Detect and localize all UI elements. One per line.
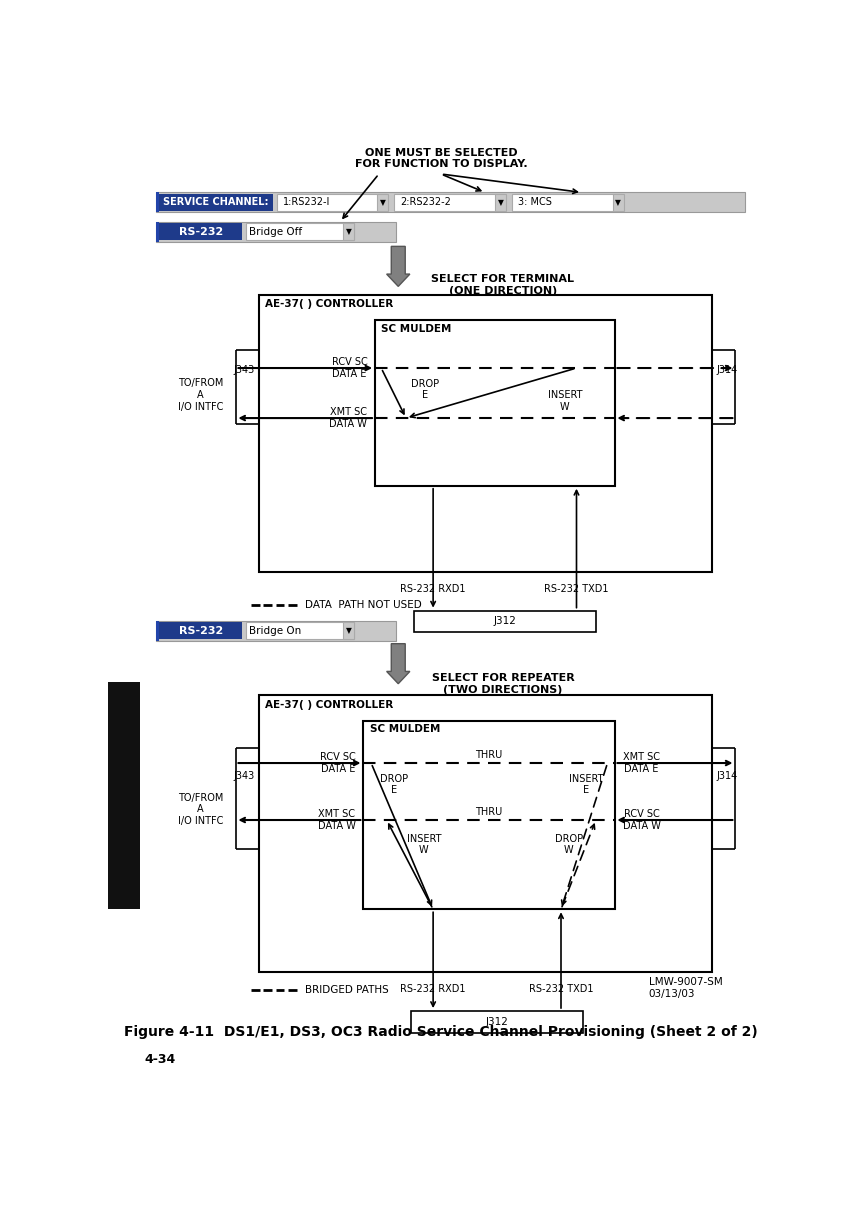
Text: ▼: ▼: [498, 198, 504, 207]
Text: RS-232 RXD1: RS-232 RXD1: [400, 584, 466, 595]
Text: RS-232 TXD1: RS-232 TXD1: [529, 984, 593, 995]
Text: SC MULDEM: SC MULDEM: [369, 724, 440, 734]
Bar: [259, 696, 712, 972]
Text: ▼: ▼: [380, 198, 386, 207]
Text: RS-232: RS-232: [178, 626, 223, 636]
Bar: [158, 223, 243, 240]
Bar: [158, 622, 243, 639]
Text: J343: J343: [233, 771, 255, 781]
Text: DROP
W: DROP W: [554, 833, 583, 855]
Text: SC MULDEM: SC MULDEM: [381, 323, 451, 334]
Bar: [363, 721, 616, 909]
Text: RS-232 TXD1: RS-232 TXD1: [544, 584, 609, 595]
Text: J343: J343: [233, 365, 255, 375]
Bar: [156, 621, 158, 640]
Bar: [344, 622, 354, 639]
Text: XMT SC
DATA W: XMT SC DATA W: [318, 809, 356, 831]
Text: THRU: THRU: [475, 750, 503, 760]
Bar: [245, 622, 354, 639]
Text: DATA  PATH NOT USED: DATA PATH NOT USED: [306, 601, 422, 610]
Text: J312: J312: [493, 616, 517, 626]
Text: DROP
E: DROP E: [412, 379, 439, 400]
Bar: [156, 621, 396, 640]
Text: 1:RS232-I: 1:RS232-I: [282, 198, 330, 207]
Text: SELECT FOR TERMINAL
(ONE DIRECTION): SELECT FOR TERMINAL (ONE DIRECTION): [431, 274, 574, 295]
Bar: [156, 222, 396, 241]
Text: LMW-9007-SM
03/13/03: LMW-9007-SM 03/13/03: [648, 977, 722, 999]
Bar: [394, 194, 505, 211]
Text: 2:RS232-2: 2:RS232-2: [400, 198, 451, 207]
Bar: [259, 295, 712, 572]
Bar: [276, 194, 387, 211]
Text: RCV SC
DATA E: RCV SC DATA E: [331, 357, 368, 379]
Text: J314: J314: [716, 771, 737, 781]
Bar: [108, 683, 140, 909]
Bar: [377, 194, 388, 211]
Text: RCV SC
DATA E: RCV SC DATA E: [320, 753, 356, 774]
Text: ▼: ▼: [346, 227, 351, 236]
Bar: [412, 1011, 583, 1032]
Bar: [495, 194, 506, 211]
Text: J312: J312: [486, 1017, 509, 1026]
Text: AE-37( ) CONTROLLER: AE-37( ) CONTROLLER: [265, 699, 393, 709]
Text: ▼: ▼: [616, 198, 622, 207]
Text: Figure 4-11  DS1/E1, DS3, OC3 Radio Service Channel Provisioning (Sheet 2 of 2): Figure 4-11 DS1/E1, DS3, OC3 Radio Servi…: [124, 1025, 758, 1038]
Text: AE-37( ) CONTROLLER: AE-37( ) CONTROLLER: [265, 299, 393, 309]
Text: XMT SC
DATA E: XMT SC DATA E: [623, 753, 660, 774]
Text: RCV SC
DATA W: RCV SC DATA W: [623, 809, 661, 831]
Bar: [156, 193, 158, 212]
Text: SELECT FOR REPEATER
(TWO DIRECTIONS): SELECT FOR REPEATER (TWO DIRECTIONS): [431, 673, 574, 695]
Text: THRU: THRU: [475, 807, 503, 816]
Bar: [613, 194, 623, 211]
Text: SERVICE CHANNEL:: SERVICE CHANNEL:: [164, 198, 269, 207]
Text: DROP
E: DROP E: [381, 774, 408, 796]
Text: 4-34: 4-34: [145, 1053, 177, 1066]
Text: ▼: ▼: [346, 626, 351, 636]
Text: INSERT
W: INSERT W: [548, 391, 582, 412]
Bar: [156, 193, 745, 212]
Bar: [375, 321, 616, 486]
Text: ONE MUST BE SELECTED
FOR FUNCTION TO DISPLAY.: ONE MUST BE SELECTED FOR FUNCTION TO DIS…: [355, 148, 527, 169]
Text: RS-232 RXD1: RS-232 RXD1: [400, 984, 466, 995]
FancyArrow shape: [387, 246, 410, 286]
FancyArrow shape: [387, 644, 410, 684]
Bar: [344, 223, 354, 240]
Text: TO/FROM
A
I/O INTFC: TO/FROM A I/O INTFC: [178, 379, 223, 411]
Text: INSERT
E: INSERT E: [568, 774, 603, 796]
Text: Bridge Off: Bridge Off: [249, 227, 302, 236]
Text: J314: J314: [716, 365, 737, 375]
Text: XMT SC
DATA W: XMT SC DATA W: [330, 408, 368, 429]
Bar: [414, 610, 596, 632]
Bar: [156, 222, 158, 241]
Text: RS-232: RS-232: [178, 227, 223, 236]
Bar: [245, 223, 354, 240]
Text: 3: MCS: 3: MCS: [518, 198, 552, 207]
Bar: [158, 194, 274, 211]
Text: INSERT
W: INSERT W: [406, 833, 441, 855]
Text: TO/FROM
A
I/O INTFC: TO/FROM A I/O INTFC: [178, 792, 223, 826]
Text: Bridge On: Bridge On: [249, 626, 301, 636]
Bar: [512, 194, 623, 211]
Text: BRIDGED PATHS: BRIDGED PATHS: [306, 985, 389, 995]
